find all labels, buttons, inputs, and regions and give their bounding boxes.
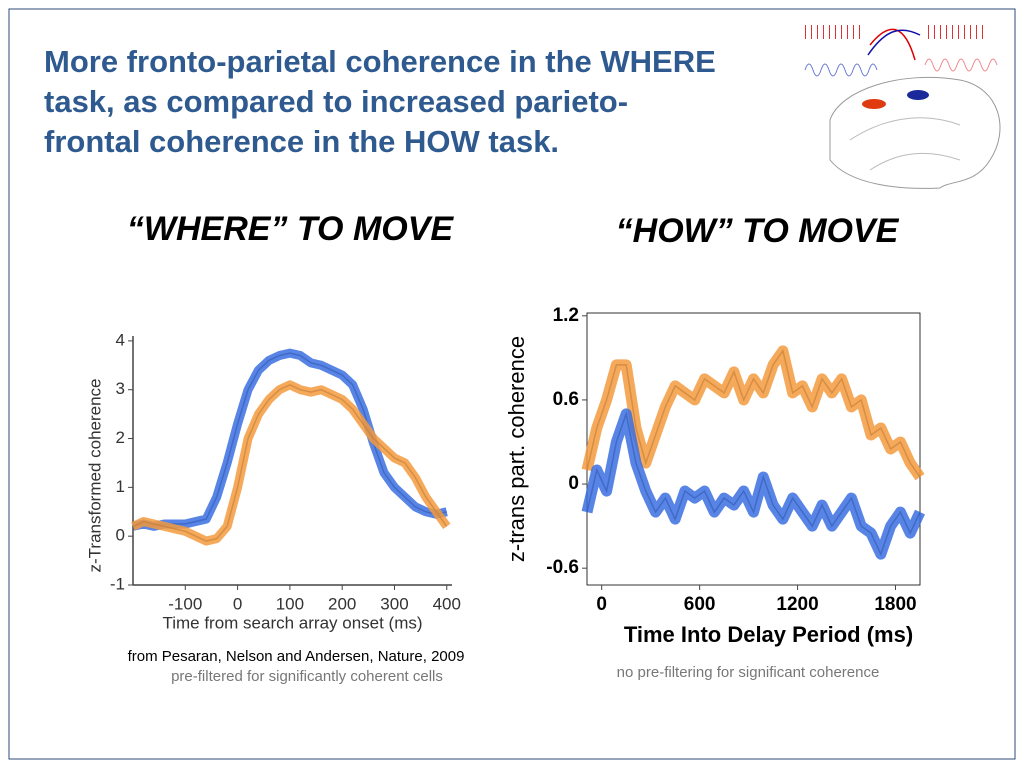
region bbox=[862, 99, 886, 109]
series-line bbox=[132, 383, 448, 542]
slide-border bbox=[8, 8, 1016, 760]
y-tick-label: -0.6 bbox=[546, 557, 579, 578]
note: no pre-filtering for significant coheren… bbox=[617, 664, 880, 681]
y-tick-label: 2 bbox=[116, 428, 125, 447]
note: pre-filtered for significantly coherent … bbox=[171, 668, 443, 685]
x-tick-label: 1800 bbox=[874, 594, 916, 615]
y-tick-label: 3 bbox=[116, 379, 125, 398]
panel-heading: “HOW” TO MOVE bbox=[616, 212, 900, 250]
x-axis-label: Time Into Delay Period (ms) bbox=[624, 622, 913, 647]
y-tick-label: 1 bbox=[116, 477, 125, 496]
y-tick-label: -1 bbox=[110, 574, 125, 593]
title-line: task, as compared to increased parieto- bbox=[44, 84, 628, 119]
x-tick-label: 600 bbox=[684, 594, 716, 615]
x-tick-label: 0 bbox=[233, 594, 242, 613]
series-line bbox=[586, 411, 921, 557]
region bbox=[907, 90, 929, 100]
y-tick-label: 0.6 bbox=[553, 389, 579, 410]
series-line bbox=[586, 349, 921, 478]
x-axis-label: Time from search array onset (ms) bbox=[162, 613, 422, 632]
title-line: More fronto-parietal coherence in the WH… bbox=[44, 44, 716, 79]
y-tick-label: 0 bbox=[116, 526, 125, 545]
band bbox=[131, 380, 451, 546]
x-tick-label: 0 bbox=[596, 594, 607, 615]
x-tick-label: 400 bbox=[433, 594, 461, 613]
x-tick-label: 300 bbox=[380, 594, 408, 613]
y-axis-label: z-Transformed coherence bbox=[85, 378, 104, 572]
x-tick-label: 200 bbox=[328, 594, 356, 613]
x-tick-label: 100 bbox=[276, 594, 304, 613]
x-tick-label: 1200 bbox=[776, 594, 818, 615]
source: from Pesaran, Nelson and Andersen, Natur… bbox=[128, 648, 465, 665]
band bbox=[131, 348, 448, 531]
y-tick-label: 4 bbox=[116, 330, 125, 349]
series-line bbox=[132, 352, 447, 528]
title-line: frontal coherence in the HOW task. bbox=[44, 124, 559, 159]
x-tick-label: -100 bbox=[168, 594, 202, 613]
brain-icon bbox=[804, 25, 1001, 189]
y-tick-label: 0 bbox=[568, 473, 579, 494]
panel-heading: “WHERE” TO MOVE bbox=[127, 210, 454, 248]
y-axis-label: z-trans part. coherence bbox=[504, 336, 529, 562]
y-tick-label: 1.2 bbox=[553, 305, 579, 326]
